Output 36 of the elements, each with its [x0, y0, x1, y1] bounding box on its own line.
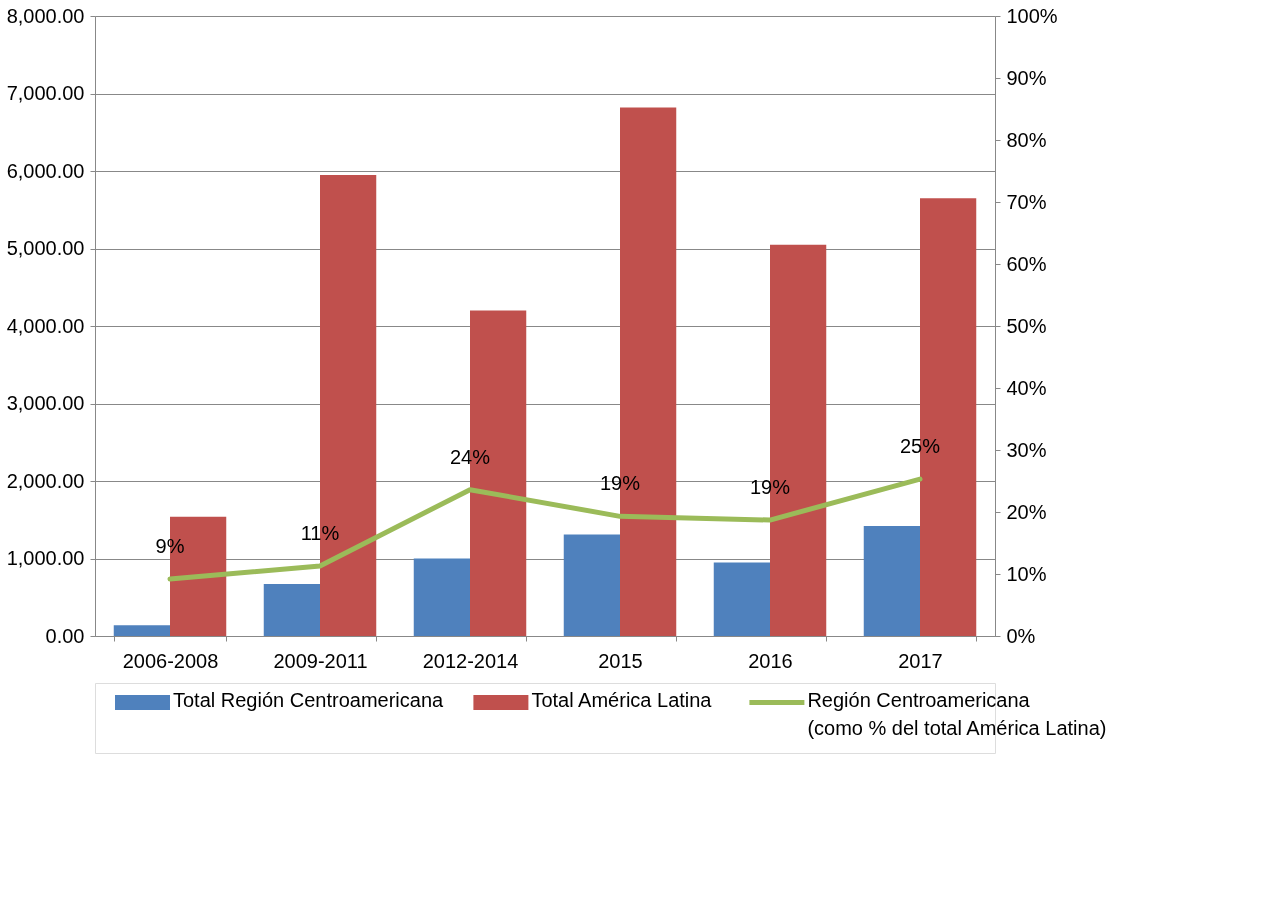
bar — [413, 558, 470, 636]
y-tick-label: 5,000.00 — [6, 237, 85, 259]
x-tick-label: 2006-2008 — [122, 649, 219, 672]
bar — [563, 534, 620, 636]
y-tick-label: 3,000.00 — [6, 392, 85, 414]
y2-tick-label: 40% — [1006, 376, 1047, 399]
y-tick-label: 6,000.00 — [6, 159, 85, 182]
data-label: 9% — [155, 534, 185, 557]
y2-tick-label: 60% — [1006, 252, 1047, 275]
y-tick-label: 8,000.00 — [6, 4, 85, 27]
y-tick-label: 7,000.00 — [6, 82, 85, 104]
y2-tick-label: 80% — [1006, 128, 1047, 151]
legend-label: Total América Latina — [531, 689, 713, 711]
y2-tick-label: 90% — [1006, 66, 1047, 89]
x-tick-label: 2009-2011 — [273, 649, 368, 672]
bar — [263, 584, 320, 636]
bar — [863, 525, 920, 636]
y-tick-label: 1,000.00 — [6, 547, 85, 569]
y2-tick-label: 30% — [1006, 438, 1047, 461]
x-tick-label: 2012-2014 — [422, 649, 519, 672]
bar — [713, 562, 770, 636]
y-tick-label: 4,000.00 — [6, 314, 85, 337]
x-tick-label: 2015 — [598, 649, 643, 672]
bar — [113, 625, 170, 636]
y2-tick-label: 0% — [1006, 624, 1036, 647]
legend-label: Total Región Centroamericana — [173, 689, 445, 711]
y2-tick-label: 10% — [1006, 562, 1047, 585]
y2-tick-label: 50% — [1006, 314, 1047, 337]
legend-label: Región Centroamericana (como % del total América Latina) — [807, 689, 1107, 739]
y-tick-label: 2,000.00 — [6, 469, 85, 492]
y2-tick-label: 70% — [1006, 190, 1047, 213]
y2-tick-label: 100% — [1006, 4, 1058, 27]
y2-tick-label: 20% — [1006, 500, 1047, 523]
y-tick-label: 0.00 — [45, 624, 85, 647]
x-tick-label: 2016 — [748, 649, 793, 672]
x-tick-label: 2017 — [898, 649, 943, 672]
